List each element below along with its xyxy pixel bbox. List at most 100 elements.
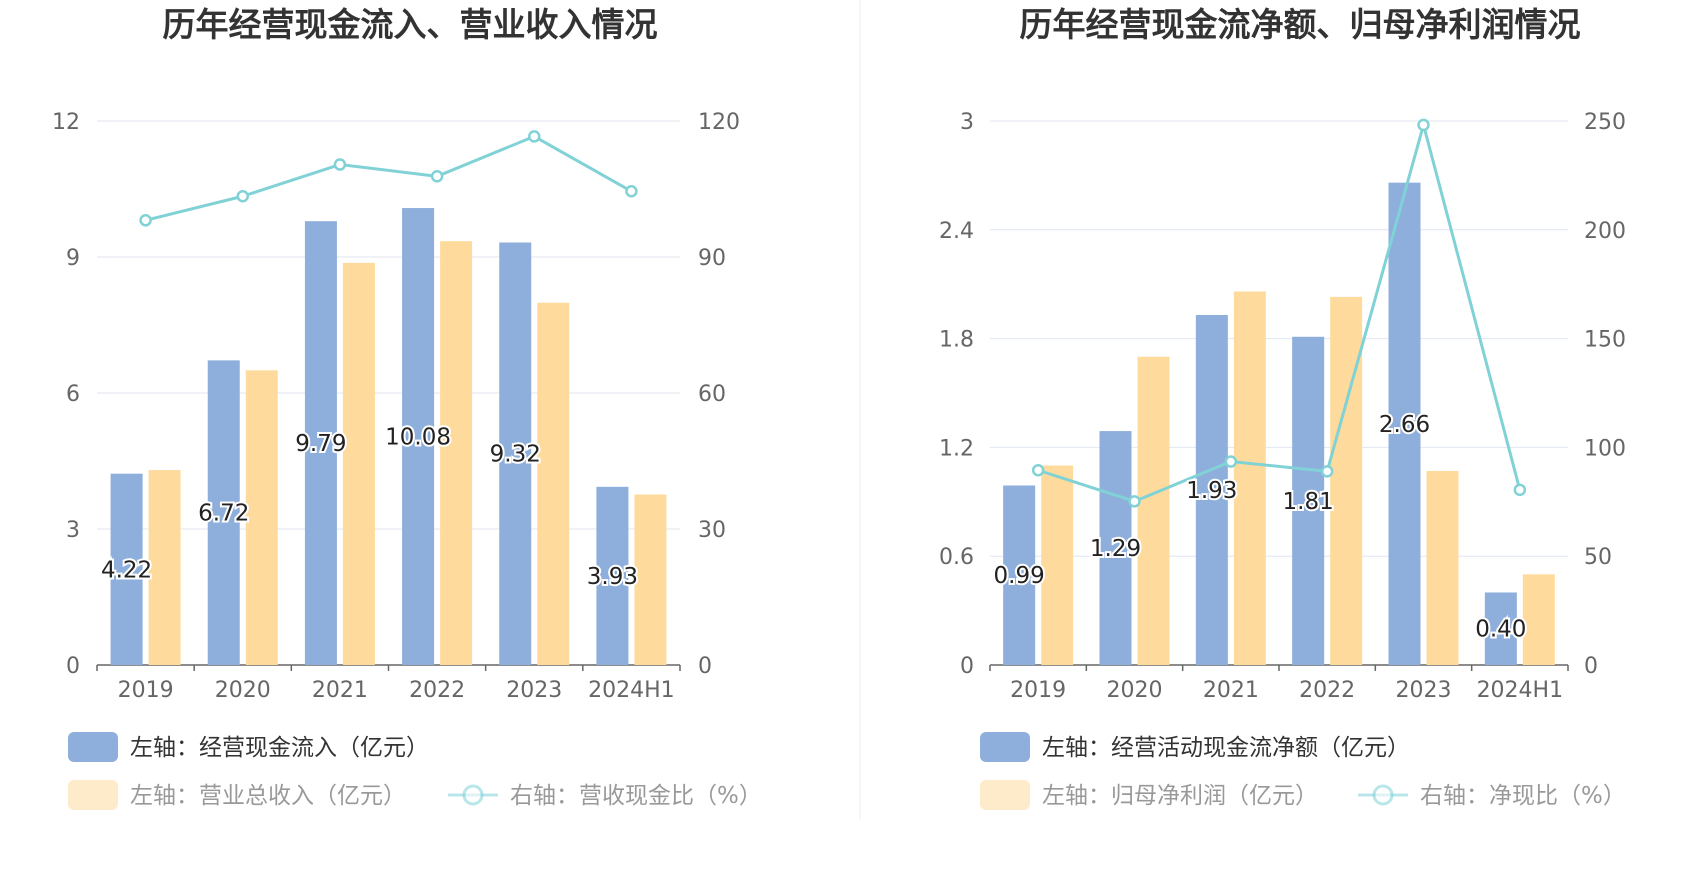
bar-1-primary-2019[interactable] <box>1003 485 1036 665</box>
bar-1-secondary-2020[interactable] <box>1137 356 1170 665</box>
bar-data-label: 10.08 <box>385 425 451 451</box>
bar-data-label: 9.79 <box>295 431 346 457</box>
bar-0-secondary-2019[interactable] <box>148 470 181 665</box>
right-axis-tick: 30 <box>698 518 726 543</box>
legend-swatch <box>68 780 118 810</box>
legend-label: 右轴：营收现金比（%） <box>510 783 762 809</box>
ratio-point-2021[interactable] <box>333 158 347 171</box>
ratio-point-2020[interactable] <box>236 190 249 203</box>
legend-label: 右轴：净现比（%） <box>1420 783 1626 809</box>
bar-0-secondary-2020[interactable] <box>245 370 278 665</box>
bar-data-label: 6.72 <box>198 501 249 527</box>
bar-0-primary-2022[interactable] <box>402 208 435 666</box>
legend-item[interactable]: 左轴：经营活动现金流净额（亿元） <box>980 732 1410 762</box>
ratio-point-2019[interactable] <box>139 214 152 227</box>
left-axis-tick: 0 <box>66 654 80 679</box>
bar-1-secondary-2023[interactable] <box>1426 470 1459 665</box>
chart-title: 历年经营现金流净额、归母净利润情况 <box>1020 5 1581 44</box>
bar-1-primary-2024H1[interactable] <box>1484 592 1517 665</box>
legend-item[interactable]: 左轴：归母净利润（亿元） <box>980 780 1318 810</box>
right-axis-tick: 120 <box>698 110 740 135</box>
legend-item[interactable]: 右轴：营收现金比（%） <box>448 783 762 809</box>
bar-0-secondary-2023[interactable] <box>537 302 570 665</box>
ratio-point-2024H1[interactable] <box>1513 483 1527 497</box>
bar-data-label: 4.22 <box>101 557 152 583</box>
legend-item[interactable]: 左轴：营业总收入（亿元） <box>68 780 406 810</box>
bar-1-secondary-2019[interactable] <box>1041 465 1074 665</box>
right-axis-tick: 200 <box>1584 219 1626 244</box>
x-axis-tick-label: 2020 <box>1107 678 1163 703</box>
bar-0-primary-2023[interactable] <box>499 242 532 665</box>
ratio-point-2022[interactable] <box>1320 465 1334 478</box>
legend-item[interactable]: 左轴：经营现金流入（亿元） <box>68 732 429 762</box>
x-axis-tick-label: 2023 <box>506 678 562 703</box>
bar-0-primary-2021[interactable] <box>304 221 337 666</box>
left-axis-tick: 3 <box>66 518 80 543</box>
legend-label: 左轴：归母净利润（亿元） <box>1042 783 1318 809</box>
legend-swatch <box>68 732 118 762</box>
x-axis-tick-label: 2024H1 <box>588 678 675 703</box>
bar-0-secondary-2021[interactable] <box>342 262 375 665</box>
ratio-point-2023[interactable] <box>528 130 541 143</box>
bar-0-primary-2020[interactable] <box>207 360 240 665</box>
left-axis-tick: 9 <box>66 246 80 271</box>
x-axis-tick-label: 2019 <box>118 678 174 703</box>
ratio-point-2023[interactable] <box>1417 118 1430 132</box>
bar-data-label: 9.32 <box>490 442 541 468</box>
left-axis-tick: 6 <box>66 382 80 407</box>
bar-data-label: 1.29 <box>1090 536 1141 562</box>
right-axis-tick: 50 <box>1584 545 1612 570</box>
right-axis-tick: 0 <box>698 654 712 679</box>
left-axis-tick: 1.8 <box>939 328 974 353</box>
ratio-point-2020[interactable] <box>1128 495 1141 508</box>
bar-data-label: 2.66 <box>1379 412 1430 438</box>
chart-net-cashflow-profit: 历年经营现金流净额、归母净利润情况 0 0.6 1.2 1.8 2.4 3 0 50 100 15… <box>939 5 1626 810</box>
bar-0-primary-2024H1[interactable] <box>596 486 629 665</box>
x-axis-tick-label: 2022 <box>409 678 465 703</box>
x-axis-tick-label: 2024H1 <box>1477 678 1564 703</box>
bar-1-primary-2021[interactable] <box>1195 315 1228 665</box>
left-axis-tick: 0 <box>960 654 974 679</box>
x-axis-tick-label: 2022 <box>1299 678 1355 703</box>
bar-1-primary-2022[interactable] <box>1292 336 1325 665</box>
legend-label: 左轴：经营现金流入（亿元） <box>130 735 429 761</box>
legend-label: 左轴：营业总收入（亿元） <box>130 783 406 809</box>
left-axis-tick: 2.4 <box>939 219 974 244</box>
x-axis-tick-label: 2021 <box>1203 678 1259 703</box>
ratio-point-2021[interactable] <box>1224 455 1238 468</box>
ratio-line <box>1037 119 1522 503</box>
bar-0-secondary-2022[interactable] <box>440 241 473 665</box>
bar-data-label: 1.93 <box>1186 478 1237 504</box>
legend-label: 左轴：经营活动现金流净额（亿元） <box>1042 735 1410 761</box>
right-axis-tick: 250 <box>1584 110 1626 135</box>
bar-data-label: 0.40 <box>1475 617 1526 643</box>
bar-1-secondary-2024H1[interactable] <box>1522 574 1555 665</box>
legend-marker <box>1372 784 1394 806</box>
bar-0-primary-2019[interactable] <box>110 473 143 665</box>
ratio-point-2022[interactable] <box>430 170 444 183</box>
bar-data-label: 3.93 <box>587 564 638 590</box>
legend-swatch <box>980 780 1030 810</box>
bar-1-primary-2020[interactable] <box>1099 431 1132 665</box>
left-axis-tick: 12 <box>52 110 80 135</box>
right-axis-tick: 60 <box>698 382 726 407</box>
bar-1-secondary-2022[interactable] <box>1330 296 1363 665</box>
right-axis-tick: 100 <box>1584 436 1626 461</box>
ratio-point-2024H1[interactable] <box>625 185 638 198</box>
x-axis-tick-label: 2020 <box>215 678 271 703</box>
bar-1-primary-2023[interactable] <box>1388 182 1421 666</box>
bar-data-label: 0.99 <box>994 563 1045 589</box>
chart-title: 历年经营现金流入、营业收入情况 <box>163 5 658 44</box>
left-axis-tick: 3 <box>960 110 974 135</box>
left-axis-tick: 1.2 <box>939 436 974 461</box>
ratio-point-2019[interactable] <box>1031 463 1045 477</box>
right-axis-tick: 150 <box>1584 328 1626 353</box>
legend-item[interactable]: 右轴：净现比（%） <box>1358 783 1626 809</box>
bar-1-secondary-2021[interactable] <box>1233 291 1266 665</box>
bar-0-secondary-2024H1[interactable] <box>634 494 667 665</box>
ratio-line <box>145 134 633 222</box>
x-axis-tick-label: 2023 <box>1396 678 1452 703</box>
left-axis-tick: 0.6 <box>939 545 974 570</box>
